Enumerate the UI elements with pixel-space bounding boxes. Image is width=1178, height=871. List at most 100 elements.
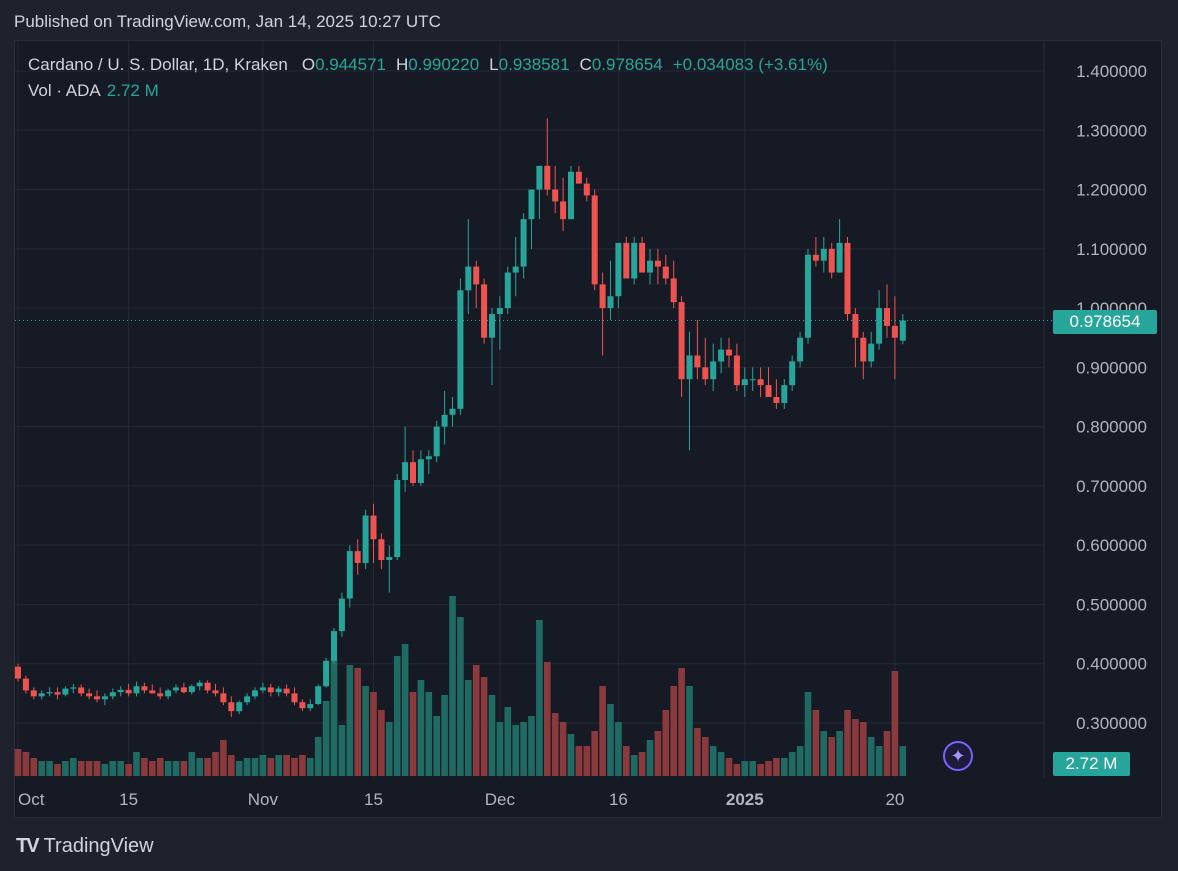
candle-body [212,690,219,694]
volume-bar [449,596,456,776]
candle-body [733,355,740,386]
candle-body [560,201,567,220]
volume-bar [781,758,788,776]
y-tick-label: 1.200000 [1076,181,1147,200]
volume-bar [875,746,883,776]
candle-body [457,290,464,409]
candle-body [789,361,796,386]
volume-bar [235,761,243,776]
candle-body [180,687,187,693]
candle-body [244,696,251,703]
volume-bar [559,722,567,776]
open-label: O [301,55,316,74]
candle-body [575,171,582,184]
candle-body [323,660,330,687]
candle-body [378,539,385,560]
volume-bar [267,758,275,776]
y-tick-label: 1.100000 [1076,240,1147,259]
candle-body [891,325,898,338]
candle-body [394,479,401,558]
volume-bar [796,746,804,776]
volume-bar [765,761,772,776]
volume-bar [188,752,196,776]
candle-body [70,687,77,689]
candle-body [22,678,29,691]
volume-bar [117,761,124,776]
volume-bar [717,752,725,776]
volume-bar [283,755,290,776]
x-tick-label: 16 [609,790,628,809]
volume-bar [22,752,30,776]
candle-body [496,308,503,315]
candle-body [94,696,100,700]
candle-body [504,272,511,309]
volume-bar [512,725,519,776]
volume-bar [401,644,409,776]
candle-body [204,682,211,691]
candle-body [741,379,748,386]
candle-body [520,219,527,267]
candle-body [78,687,85,694]
symbol-name[interactable]: Cardano / U. S. Dollar, 1D, Kraken [28,55,288,74]
volume-bar [77,761,85,776]
volume-bar [607,704,614,776]
volume-bar [678,668,685,776]
sparkle-icon[interactable]: ✦ [943,741,973,771]
volume-bar [314,737,322,776]
y-tick-label: 0.300000 [1076,714,1147,733]
high-label: H [395,55,409,74]
candle-body [599,284,606,309]
candle-body [165,690,172,697]
candle-body [449,408,456,415]
last-price-tag: 0.978654 [1053,310,1157,334]
volume-bar [125,764,132,776]
close-value: 0.978654 [591,55,663,74]
volume-tag: 2.72 M [1053,752,1130,776]
candle-body [868,343,875,362]
volume-bar [93,761,101,776]
volume-bar [180,761,188,776]
volume-bar [441,695,448,776]
candle-body [884,308,890,326]
candle-body [386,557,393,560]
candle-body [670,278,677,303]
candle-body [536,165,543,190]
candle-body [812,254,819,261]
y-tick-label: 0.900000 [1076,358,1147,377]
volume-bar [867,737,875,776]
candle-body [354,551,361,563]
volume-bar [220,740,227,776]
volume-label: Vol · ADA [28,81,101,100]
volume-bar [54,764,61,776]
volume-bar [196,758,203,776]
volume-bar [425,692,433,776]
candle-body [149,690,156,694]
x-tick-label: 15 [119,790,138,809]
volume-bar [654,731,662,776]
volume-bar [109,761,117,776]
volume-bar [370,692,377,776]
candle-body [726,349,732,356]
candle-body [836,242,843,273]
candle-body [346,551,353,599]
volume-bar [844,710,851,776]
volume-bar [883,731,891,776]
volume-legend[interactable]: Vol · ADA 2.72 M [28,81,159,101]
candle-body [410,462,416,483]
volume-bar [725,758,733,776]
open-value: 0.944571 [315,55,386,74]
candle-body [362,515,369,563]
candle-body [876,308,883,344]
candle-body [544,165,551,190]
volume-bar [393,656,401,776]
candle-body [433,426,440,457]
candle-body [259,687,266,691]
footer-brand[interactable]: TV TradingView [16,835,154,858]
x-tick-label: Nov [248,790,279,809]
volume-bar [694,728,701,776]
candle-body [101,696,108,700]
volume-bar [504,707,512,776]
volume-bar [386,722,393,776]
volume-bar [362,686,369,776]
